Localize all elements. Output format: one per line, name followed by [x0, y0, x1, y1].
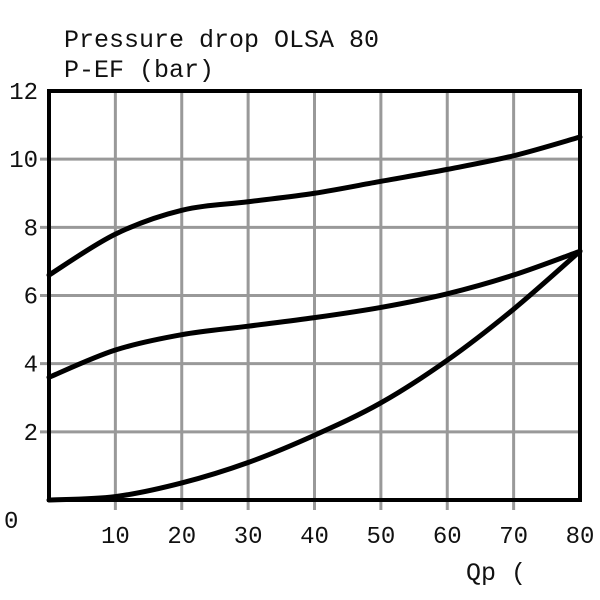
y-tick-label: 2 [24, 421, 38, 448]
x-tick-label: 70 [499, 524, 528, 551]
x-tick-label: 30 [234, 524, 263, 551]
x-tick-label: 60 [433, 524, 462, 551]
series-lines [46, 134, 583, 503]
x-tick-label: 80 [566, 524, 595, 551]
y-tick-label: 12 [9, 80, 38, 107]
plot-frame [47, 89, 582, 502]
series-line-lower [46, 248, 583, 503]
x-tick-label: 50 [366, 524, 395, 551]
y-tick-label: 6 [24, 285, 38, 312]
series-line-upper [46, 134, 583, 278]
x-axis-label: Qp ( [466, 559, 526, 588]
x-tick-label: 20 [167, 524, 196, 551]
x-tick-label: 10 [101, 524, 130, 551]
y-tick-label: 8 [24, 216, 38, 243]
grid [40, 91, 580, 510]
origin-label: 0 [4, 509, 18, 536]
tick-labels: 10 20 30 40 50 60 70 80 2 4 6 8 10 12 [9, 80, 594, 551]
series-line-middle [46, 248, 583, 380]
chart-title: Pressure drop OLSA 80 [64, 26, 379, 55]
x-tick-label: 40 [300, 524, 329, 551]
y-axis-label: P-EF (bar) [64, 56, 214, 85]
y-tick-label: 4 [24, 353, 38, 380]
y-tick-label: 10 [9, 148, 38, 175]
